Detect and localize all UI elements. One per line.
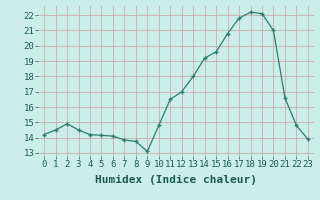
X-axis label: Humidex (Indice chaleur): Humidex (Indice chaleur) [95,175,257,185]
